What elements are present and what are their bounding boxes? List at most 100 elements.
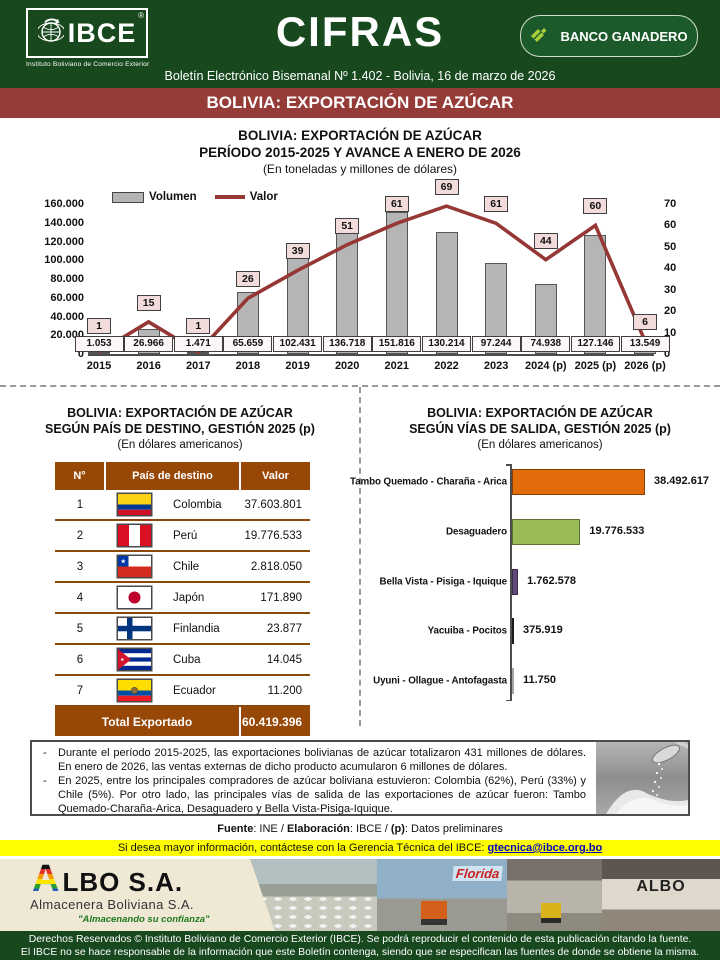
flag-colombia-icon	[118, 494, 151, 515]
destination-row: 1 Colombia 37.603.801	[55, 490, 310, 521]
route-bar	[512, 469, 645, 495]
left-axis-tick: 80.000	[50, 273, 84, 285]
destination-units-note: (En dólares americanos)	[117, 439, 243, 451]
volume-value-label: 13.549	[620, 336, 670, 352]
panels-row: BOLIVIA: EXPORTACIÓN DE AZÚCAR SEGÚN PAÍ…	[0, 385, 720, 736]
albo-ad-banner[interactable]: Florida ALBO A LBO S.A. Almacenera Boliv…	[0, 859, 720, 931]
banco-ganadero-icon	[530, 27, 552, 46]
country-value: 11.200	[240, 675, 310, 707]
volume-bar	[88, 352, 110, 354]
col-country: País de destino	[105, 462, 241, 490]
routes-panel: BOLIVIA: EXPORTACIÓN DE AZÚCAR SEGÚN VÍA…	[350, 387, 720, 730]
contact-strip: Si desea mayor información, contáctese c…	[0, 840, 720, 856]
volume-value-label: 65.659	[223, 336, 273, 352]
volume-value-label: 102.431	[273, 336, 323, 352]
florida-sign: Florida	[451, 866, 503, 881]
ibce-logo[interactable]: IBCE ® Instituto Boliviano de Comercio E…	[26, 8, 150, 68]
volume-value-label: 74.938	[521, 336, 571, 352]
volumen-swatch-icon	[112, 191, 144, 203]
right-axis-tick: 20	[664, 305, 677, 318]
note-item: - En 2025, entre los principales comprad…	[40, 774, 590, 816]
country-name: Perú	[173, 529, 198, 542]
ad-photo-forklift: Florida	[377, 859, 507, 931]
flag-cuba-icon	[118, 649, 151, 670]
route-bar	[512, 568, 519, 595]
x-axis-line	[88, 354, 654, 356]
total-label: Total Exportado	[55, 705, 241, 736]
table-header-row: N° País de destino Valor	[55, 462, 310, 490]
volume-bar	[385, 211, 408, 354]
note-text: En 2025, entre los principales comprador…	[58, 775, 586, 816]
year-label: 2026 (p)	[624, 360, 666, 372]
left-axis-tick: 0	[77, 348, 84, 360]
country-value: 37.603.801	[240, 490, 310, 521]
destination-title: BOLIVIA: EXPORTACIÓN DE AZÚCAR	[67, 406, 293, 420]
route-label: Desaguadero	[446, 526, 507, 538]
albo-subtitle: Almacenera Boliviana S.A.	[30, 897, 194, 913]
route-label: Uyuni - Ollague - Antofagasta	[373, 675, 507, 687]
routes-title: BOLIVIA: EXPORTACIÓN DE AZÚCAR	[427, 406, 653, 420]
flag-chile-icon	[118, 556, 151, 577]
route-bar	[512, 618, 514, 645]
ad-photo-warehouse	[507, 859, 602, 931]
volume-value-label: 1.471	[173, 336, 223, 352]
notes-section: - Durante el período 2015-2025, las expo…	[0, 730, 720, 818]
volume-bar	[336, 225, 359, 354]
volume-value-label: 136.718	[322, 336, 372, 352]
route-value-label: 11.750	[523, 674, 557, 687]
year-label: 2020	[334, 360, 360, 372]
flag-ecuador-icon	[118, 680, 151, 701]
albo-a-logo: A	[32, 859, 60, 900]
right-axis-tick: 10	[664, 326, 677, 339]
route-value-label: 38.492.617	[654, 475, 710, 487]
value-data-label: 6	[633, 314, 657, 331]
chart-subtitle: PERÍODO 2015-2025 Y AVANCE A ENERO DE 20…	[199, 145, 521, 160]
destination-row: 4 Japón 171.890	[55, 582, 310, 614]
value-data-label: 61	[384, 196, 409, 213]
destination-subtitle: SEGÚN PAÍS DE DESTINO, GESTIÓN 2025 (p)	[45, 422, 315, 436]
banco-ganadero-button[interactable]: BANCO GANADERO	[520, 15, 698, 57]
destination-rank: 5	[55, 613, 105, 645]
year-label: 2025 (p)	[574, 360, 617, 372]
notes-text: - Durante el período 2015-2025, las expo…	[32, 742, 596, 816]
route-value-label: 1.762.578	[527, 574, 577, 587]
flag-finland-icon	[118, 618, 151, 639]
route-axis-line	[510, 464, 512, 701]
preliminary-value: : Datos preliminares	[404, 823, 503, 835]
right-axis-tick: 30	[664, 283, 677, 296]
col-value: Valor	[240, 462, 310, 490]
destination-row: 3 Chile 2.818.050	[55, 551, 310, 583]
destination-rank: 3	[55, 551, 105, 583]
main-chart-section: BOLIVIA: EXPORTACIÓN DE AZÚCAR PERÍODO 2…	[0, 118, 720, 385]
contact-email-link[interactable]: gtecnica@ibce.org.bo	[487, 842, 603, 854]
route-value-label: 19.776.533	[589, 524, 645, 537]
volume-value-label: 127.146	[570, 336, 620, 352]
country-value: 2.818.050	[240, 551, 310, 583]
volume-value-label: 130.214	[422, 336, 471, 352]
logo-title: IBCE	[67, 17, 137, 48]
header: IBCE ® Instituto Boliviano de Comercio E…	[0, 0, 720, 88]
destination-rank: 7	[55, 675, 105, 707]
albo-logo-block: A LBO S.A. Almacenera Boliviana S.A. "Al…	[0, 859, 275, 931]
country-name: Cuba	[173, 653, 201, 666]
flag-japan-icon	[118, 587, 151, 608]
destination-rank: 2	[55, 520, 105, 552]
source-line: Fuente: INE / Elaboración: IBCE / (p): D…	[0, 818, 720, 836]
bulletin-line: Boletín Electrónico Bisemanal Nº 1.402 -…	[164, 69, 556, 83]
logo-subtitle: Instituto Boliviano de Comercio Exterior	[26, 61, 150, 68]
volume-value-label: 26.966	[124, 336, 174, 352]
destination-panel: BOLIVIA: EXPORTACIÓN DE AZÚCAR SEGÚN PAÍ…	[0, 387, 360, 736]
right-axis-tick: 40	[664, 262, 677, 275]
chart-units-note: (En toneladas y millones de dólares)	[262, 162, 458, 176]
year-label: 2015	[86, 360, 112, 372]
bullet-dash: -	[43, 747, 47, 759]
routes-subtitle: SEGÚN VÍAS DE SALIDA, GESTIÓN 2025 (p)	[409, 422, 671, 436]
value-data-label: 60	[583, 198, 608, 215]
routes-units-note: (En dólares americanos)	[477, 439, 603, 451]
year-label: 2019	[285, 360, 310, 372]
route-label: Yacuiba - Pocitos	[427, 625, 508, 637]
left-axis-tick: 40.000	[50, 310, 84, 323]
globe-icon	[36, 18, 66, 49]
fuente-value: : INE /	[253, 823, 287, 835]
year-label: 2016	[136, 360, 161, 372]
